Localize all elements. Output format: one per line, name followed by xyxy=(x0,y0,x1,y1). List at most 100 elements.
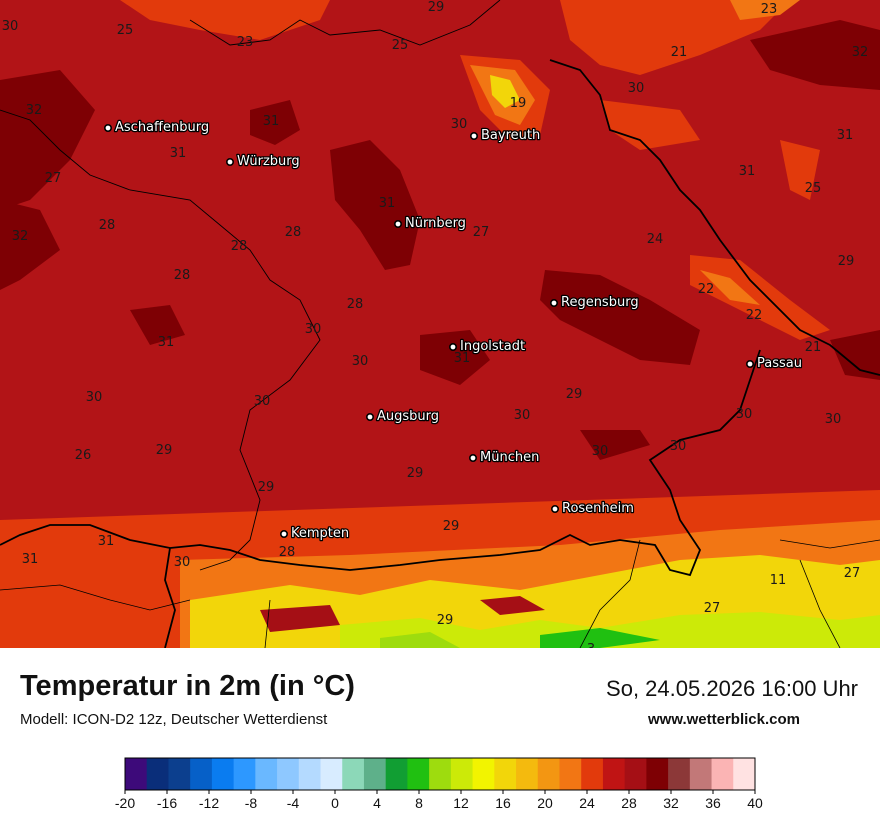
city-name: Passau xyxy=(757,356,802,371)
temp-value-label: 31 xyxy=(263,114,280,129)
city-marker[interactable]: Aschaffenburg xyxy=(104,119,210,136)
legend-swatch xyxy=(190,758,213,790)
city-marker[interactable]: Würzburg xyxy=(226,153,301,170)
legend-ticks: -20 -16 -12 -8 -4 0 4 8 12 16 20 24 28 32 36 40 xyxy=(115,790,763,811)
city-marker[interactable]: Ingolstadt xyxy=(448,338,526,355)
legend-swatch xyxy=(602,758,626,790)
alpine-borders xyxy=(0,539,880,648)
legend-tick-label: 24 xyxy=(579,795,595,811)
temp-value-label: 22 xyxy=(746,308,763,323)
temp-value-label: 26 xyxy=(75,448,92,463)
temp-value-label: 23 xyxy=(237,35,254,50)
city-name: Würzburg xyxy=(237,154,300,169)
city-marker[interactable]: Nürnberg xyxy=(393,215,467,232)
legend-swatch xyxy=(342,758,365,790)
temp-value-label: 27 xyxy=(844,566,861,581)
city-marker[interactable]: München xyxy=(468,449,541,466)
legend-swatch xyxy=(646,758,669,790)
legend-swatch xyxy=(385,758,408,790)
city-name: München xyxy=(480,450,539,465)
temp-value-label: 31 xyxy=(739,164,756,179)
legend-swatch xyxy=(298,758,322,790)
temp-value-label: 11 xyxy=(770,573,787,588)
legend-tick-label: -4 xyxy=(287,795,300,811)
temp-value-label: 31 xyxy=(22,552,39,567)
city-name: Bayreuth xyxy=(481,128,540,143)
legend-swatch xyxy=(233,758,256,790)
temp-value-label: 30 xyxy=(514,408,531,423)
temp-value-label: 31 xyxy=(98,534,115,549)
city-name: Aschaffenburg xyxy=(115,120,209,135)
legend-tick-label: 0 xyxy=(331,795,339,811)
temp-value-label: 25 xyxy=(805,181,822,196)
city-dot xyxy=(550,504,559,513)
city-dot xyxy=(468,453,477,462)
legend-swatch xyxy=(277,758,300,790)
temp-value-label: 27 xyxy=(704,601,721,616)
legend-tick-label: 16 xyxy=(495,795,511,811)
website-link[interactable]: www.wetterblick.com xyxy=(648,711,800,728)
legend-tick-label: -12 xyxy=(199,795,219,811)
city-dot xyxy=(104,124,113,133)
legend-swatch xyxy=(689,758,713,790)
legend-swatch xyxy=(516,758,539,790)
temp-value-label: 29 xyxy=(437,613,454,628)
legend-tick-label: -16 xyxy=(157,795,177,811)
temp-value-label: 30 xyxy=(670,439,687,454)
temp-value-label: 30 xyxy=(174,555,191,570)
temp-value-label: 30 xyxy=(86,390,103,405)
temp-value-label: 29 xyxy=(443,519,460,534)
city-marker[interactable]: Passau xyxy=(745,355,803,372)
city-dot xyxy=(469,132,478,141)
legend-tick-label: -20 xyxy=(115,795,135,811)
temp-value-label: 28 xyxy=(279,545,296,560)
temp-value-label: 30 xyxy=(305,322,322,337)
legend-swatch xyxy=(624,758,647,790)
temp-value-label: 29 xyxy=(838,254,855,269)
temp-value-label: 29 xyxy=(428,0,445,15)
legend-swatch xyxy=(363,758,387,790)
city-marker[interactable]: Regensburg xyxy=(549,294,640,311)
city-marker[interactable]: Kempten xyxy=(279,525,350,542)
legend-swatch xyxy=(450,758,474,790)
temp-value-label: 29 xyxy=(258,480,275,495)
legend-tick-label: 36 xyxy=(705,795,721,811)
legend-tick-label: 40 xyxy=(747,795,763,811)
city-dot xyxy=(279,529,288,538)
legend-swatch xyxy=(255,758,278,790)
city-dot xyxy=(745,359,754,368)
temp-value-label: 30 xyxy=(628,81,645,96)
temp-value-label: 27 xyxy=(45,171,62,186)
state-borders xyxy=(0,0,501,571)
legend-swatch xyxy=(146,758,169,790)
city-marker[interactable]: Rosenheim xyxy=(550,500,635,517)
temp-value-label: 31 xyxy=(454,351,471,366)
temp-value-label: 31 xyxy=(170,146,187,161)
temp-value-label: 29 xyxy=(566,387,583,402)
temp-value-label: 24 xyxy=(647,232,664,247)
hot-areas xyxy=(0,20,880,460)
city-dot xyxy=(448,342,457,351)
temp-value-label: 32 xyxy=(852,45,869,60)
temp-value-label: 32 xyxy=(26,103,43,118)
temp-value-label: 31 xyxy=(379,196,396,211)
legend-swatch xyxy=(320,758,343,790)
city-dot xyxy=(549,298,558,307)
temp-value-label: 28 xyxy=(231,239,248,254)
temp-value-label: 32 xyxy=(12,229,29,244)
city-marker[interactable]: Bayreuth xyxy=(469,127,542,144)
temp-value-label: 23 xyxy=(761,2,778,17)
temp-value-label: 29 xyxy=(407,466,424,481)
legend-swatch xyxy=(407,758,430,790)
legend-swatch xyxy=(472,758,495,790)
temp-value-label: 28 xyxy=(285,225,302,240)
legend-tick-label: 12 xyxy=(453,795,469,811)
legend-tick-label: 20 xyxy=(537,795,553,811)
city-marker[interactable]: Augsburg xyxy=(365,408,440,425)
legend-swatch xyxy=(429,758,452,790)
footer: Temperatur in 2m (in °C) Modell: ICON-D2… xyxy=(0,648,880,830)
city-markers: Aschaffenburg Würzburg Bayreuth Nürnberg Reg… xyxy=(104,119,803,542)
temp-value-label: 25 xyxy=(117,23,134,38)
legend-swatch xyxy=(559,758,582,790)
temp-value-label: 28 xyxy=(174,268,191,283)
